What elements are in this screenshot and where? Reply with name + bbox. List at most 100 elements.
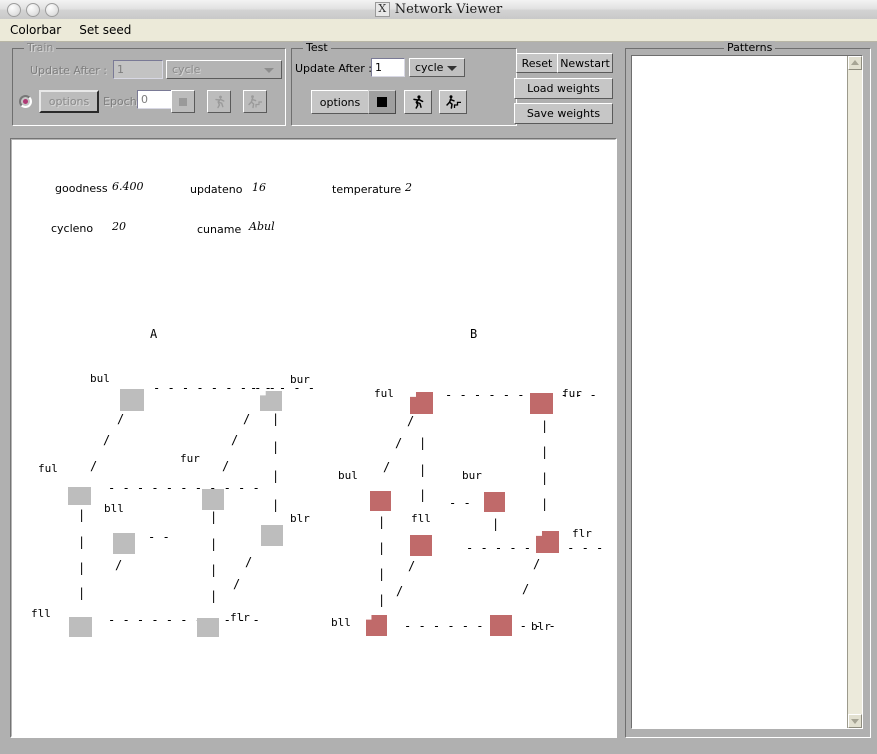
test-update-after-input[interactable]: 1 <box>371 58 405 77</box>
unit-label-a-ful: ful <box>38 462 58 475</box>
connection-segment: | <box>272 498 280 512</box>
train-run-button[interactable] <box>207 90 231 113</box>
train-mode-radio[interactable] <box>19 95 32 108</box>
connection-segment: | <box>378 541 386 555</box>
connection-segment: | <box>419 436 427 450</box>
patterns-scrollbar[interactable] <box>847 56 862 728</box>
connection-segment: | <box>541 445 549 459</box>
unit-b-bur[interactable] <box>484 492 505 512</box>
train-unit-select-value: cycle <box>172 63 201 76</box>
status-label-updateno: updateno <box>190 183 243 196</box>
close-button[interactable] <box>7 2 21 17</box>
caret-down-icon <box>851 719 859 724</box>
test-stop-button[interactable] <box>368 90 396 114</box>
unit-b-fur[interactable] <box>530 393 553 414</box>
connection-segment: / <box>222 459 230 473</box>
patterns-panel-legend: Patterns <box>724 41 776 54</box>
unit-label-b-blr: blr <box>531 620 551 633</box>
x11-app-icon: X <box>374 2 390 17</box>
test-panel-legend: Test <box>303 41 331 54</box>
network-canvas[interactable]: goodness 6.400 updateno 16 temperature 2 cycle… <box>10 138 617 738</box>
unit-a-blr[interactable] <box>261 525 283 546</box>
connection-segment: | <box>272 440 280 454</box>
save-weights-button[interactable]: Save weights <box>514 103 613 124</box>
unit-b-bul[interactable] <box>370 491 391 511</box>
status-value-goodness: 6.400 <box>112 180 144 193</box>
unit-a-ful[interactable] <box>68 487 91 505</box>
status-value-temperature: 2 <box>405 181 412 194</box>
unit-a-bll[interactable] <box>113 533 135 554</box>
test-run-button[interactable] <box>404 90 432 114</box>
connection-segment: | <box>78 586 86 600</box>
test-step-button[interactable] <box>439 90 467 114</box>
train-update-after-label: Update After : <box>30 64 107 77</box>
connection-segment: - - - - - - - - - - - <box>445 388 597 402</box>
train-update-after-input[interactable]: 1 <box>113 60 163 79</box>
load-weights-button[interactable]: Load weights <box>514 78 613 99</box>
test-options-button[interactable]: options <box>311 90 369 114</box>
unit-b-bll[interactable] <box>366 615 387 636</box>
unit-b-flr[interactable] <box>536 531 559 553</box>
unit-b-blr[interactable] <box>490 615 512 636</box>
connection-segment: - - <box>148 530 170 544</box>
connection-segment: | <box>210 563 218 577</box>
connection-segment: / <box>233 577 241 591</box>
connection-segment: | <box>419 463 427 477</box>
unit-label-b-bul: bul <box>338 469 358 482</box>
zoom-button[interactable] <box>45 2 59 17</box>
reset-button[interactable]: Reset <box>516 53 558 73</box>
connection-segment: / <box>245 555 253 569</box>
test-unit-select[interactable]: cycle <box>409 58 465 77</box>
unit-label-b-bur: bur <box>462 469 482 482</box>
connection-segment: - - - - - - - - - - - <box>404 619 556 633</box>
menu-set-seed[interactable]: Set seed <box>79 23 132 37</box>
connection-segment: | <box>78 508 86 522</box>
connection-segment: | <box>419 488 427 502</box>
unit-label-a-bul: bul <box>90 372 110 385</box>
scroll-down-button[interactable] <box>848 714 862 728</box>
connection-segment: | <box>210 510 218 524</box>
connection-segment: - - - - - - - - - - - <box>108 481 260 495</box>
unit-b-ful[interactable] <box>410 392 433 414</box>
patterns-listbox[interactable] <box>631 55 863 729</box>
unit-label-b-bll: bll <box>331 616 351 629</box>
unit-a-fll[interactable] <box>69 617 92 637</box>
patterns-panel: Patterns <box>625 41 871 738</box>
status-value-updateno: 16 <box>252 181 266 194</box>
train-step-button[interactable] <box>243 90 267 113</box>
window-title: X Network Viewer <box>0 2 877 17</box>
unit-a-flr[interactable] <box>197 618 219 637</box>
step-icon <box>445 95 461 109</box>
unit-a-fur[interactable] <box>202 489 224 510</box>
train-unit-select[interactable]: cycle <box>166 60 282 79</box>
test-unit-select-value: cycle <box>415 61 444 74</box>
unit-b-fll[interactable] <box>410 535 432 556</box>
connection-segment: / <box>383 460 391 474</box>
unit-a-bul[interactable] <box>120 389 144 411</box>
unit-label-b-flr: flr <box>572 527 592 540</box>
train-stop-button[interactable] <box>171 90 195 113</box>
train-options-button[interactable]: options <box>39 90 99 113</box>
unit-label-a-fll: fll <box>31 607 51 620</box>
unit-a-bur[interactable] <box>260 391 282 411</box>
stop-icon <box>377 97 387 107</box>
newstart-button[interactable]: Newstart <box>557 53 613 73</box>
connection-segment: | <box>210 537 218 551</box>
scroll-up-button[interactable] <box>848 56 862 70</box>
stop-icon <box>179 97 187 106</box>
status-value-cuname: Abul <box>249 220 275 233</box>
test-panel: Test Update After : 1 cycle options <box>291 41 517 126</box>
connection-segment: | <box>492 517 500 531</box>
connection-segment: - - - - - - - - - - <box>466 541 604 555</box>
unit-label-a-bur: bur <box>290 373 310 386</box>
connection-segment: | <box>378 593 386 607</box>
menu-colorbar[interactable]: Colorbar <box>10 23 62 37</box>
connection-segment: | <box>272 469 280 483</box>
minimize-button[interactable] <box>26 2 40 17</box>
connection-segment: / <box>117 412 125 426</box>
caret-up-icon <box>851 60 859 65</box>
connection-segment: / <box>533 557 541 571</box>
connection-segment: / <box>103 433 111 447</box>
unit-label-b-fll: fll <box>411 512 431 525</box>
step-icon <box>248 95 262 109</box>
